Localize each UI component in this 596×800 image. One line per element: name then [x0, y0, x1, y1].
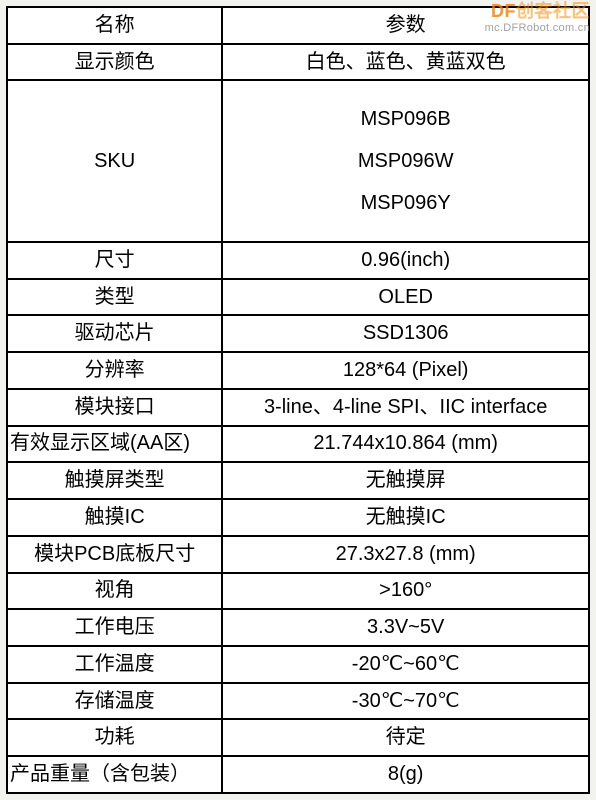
row-value-line: MSP096B [225, 107, 586, 131]
row-value: 128*64 (Pixel) [222, 352, 589, 389]
table-row: 显示颜色白色、蓝色、黄蓝双色 [7, 44, 589, 81]
row-name: 产品重量（含包装） [7, 756, 222, 793]
row-value: -20℃~60℃ [222, 646, 589, 683]
row-name: 分辨率 [7, 352, 222, 389]
row-value: 21.744x10.864 (mm) [222, 426, 589, 463]
row-name: 工作温度 [7, 646, 222, 683]
table-row: 触摸屏类型无触摸屏 [7, 462, 589, 499]
row-name: 尺寸 [7, 242, 222, 279]
table-row: 视角>160° [7, 573, 589, 610]
row-value: 8(g) [222, 756, 589, 793]
row-name: 类型 [7, 279, 222, 316]
table-header-row: 名称参数 [7, 7, 589, 44]
row-name: 触摸IC [7, 499, 222, 536]
row-name: 视角 [7, 573, 222, 610]
row-value: >160° [222, 573, 589, 610]
header-name: 名称 [7, 7, 222, 44]
row-value-line: MSP096Y [225, 191, 586, 215]
row-value: 3.3V~5V [222, 609, 589, 646]
table-row: 有效显示区域(AA区)21.744x10.864 (mm) [7, 426, 589, 463]
table-row: 工作电压3.3V~5V [7, 609, 589, 646]
row-value: MSP096B MSP096W MSP096Y [222, 80, 589, 242]
table-row: 分辨率128*64 (Pixel) [7, 352, 589, 389]
row-name: 显示颜色 [7, 44, 222, 81]
row-value: 0.96(inch) [222, 242, 589, 279]
row-name: 有效显示区域(AA区) [7, 426, 222, 463]
row-name: 模块PCB底板尺寸 [7, 536, 222, 573]
row-value-line: MSP096W [225, 149, 586, 173]
row-name: 模块接口 [7, 389, 222, 426]
row-name: 工作电压 [7, 609, 222, 646]
spec-page: 名称参数显示颜色白色、蓝色、黄蓝双色SKUMSP096BMSP096WMSP09… [6, 6, 590, 794]
row-value: 无触摸IC [222, 499, 589, 536]
table-row: 模块接口3-line、4-line SPI、IIC interface [7, 389, 589, 426]
table-row: 存储温度-30℃~70℃ [7, 683, 589, 720]
table-row: 功耗待定 [7, 719, 589, 756]
row-value: 27.3x27.8 (mm) [222, 536, 589, 573]
table-row: 类型OLED [7, 279, 589, 316]
table-row: 产品重量（含包装）8(g) [7, 756, 589, 793]
header-value: 参数 [222, 7, 589, 44]
row-value: OLED [222, 279, 589, 316]
row-value: 无触摸屏 [222, 462, 589, 499]
row-value: 3-line、4-line SPI、IIC interface [222, 389, 589, 426]
table-row: 模块PCB底板尺寸27.3x27.8 (mm) [7, 536, 589, 573]
table-row: SKUMSP096B MSP096W MSP096Y [7, 80, 589, 242]
row-name: 触摸屏类型 [7, 462, 222, 499]
table-row: 触摸IC无触摸IC [7, 499, 589, 536]
table-row: 驱动芯片SSD1306 [7, 315, 589, 352]
row-name: 功耗 [7, 719, 222, 756]
row-name: SKU [7, 80, 222, 242]
row-value: SSD1306 [222, 315, 589, 352]
table-row: 尺寸0.96(inch) [7, 242, 589, 279]
row-value: 白色、蓝色、黄蓝双色 [222, 44, 589, 81]
row-value: -30℃~70℃ [222, 683, 589, 720]
row-name: 存储温度 [7, 683, 222, 720]
row-name: 驱动芯片 [7, 315, 222, 352]
table-row: 工作温度-20℃~60℃ [7, 646, 589, 683]
row-value: 待定 [222, 719, 589, 756]
spec-table: 名称参数显示颜色白色、蓝色、黄蓝双色SKUMSP096BMSP096WMSP09… [6, 6, 590, 794]
